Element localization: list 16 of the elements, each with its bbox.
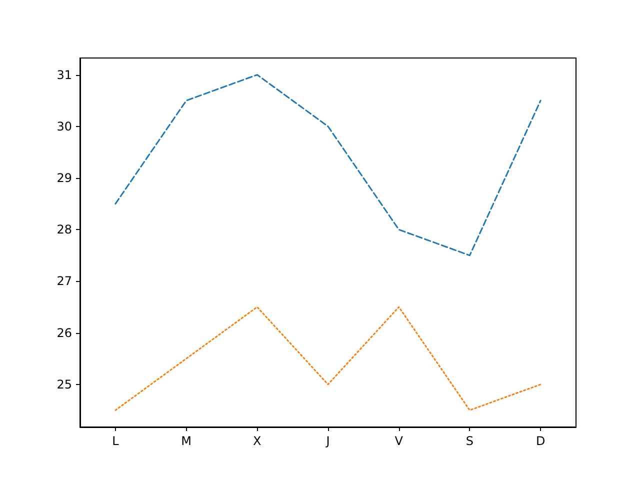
x-tick-label: X: [253, 434, 262, 448]
x-tick-label: J: [325, 434, 330, 448]
line-series: [114, 306, 542, 411]
y-tick-label: 27: [56, 274, 72, 288]
x-tick-label: V: [394, 434, 404, 448]
x-tick-label: M: [181, 434, 192, 448]
x-tick-label: L: [112, 434, 120, 448]
y-tick-label: 25: [56, 377, 72, 392]
x-tick-label: S: [466, 434, 474, 448]
x-tick-label: D: [536, 434, 546, 448]
y-tick-label: 28: [56, 222, 72, 237]
y-tick-label: 31: [56, 68, 72, 82]
line-series: [114, 74, 542, 256]
y-tick-label: 30: [56, 119, 72, 134]
y-tick-label: 29: [56, 170, 72, 185]
y-tick-label: 26: [56, 326, 72, 340]
